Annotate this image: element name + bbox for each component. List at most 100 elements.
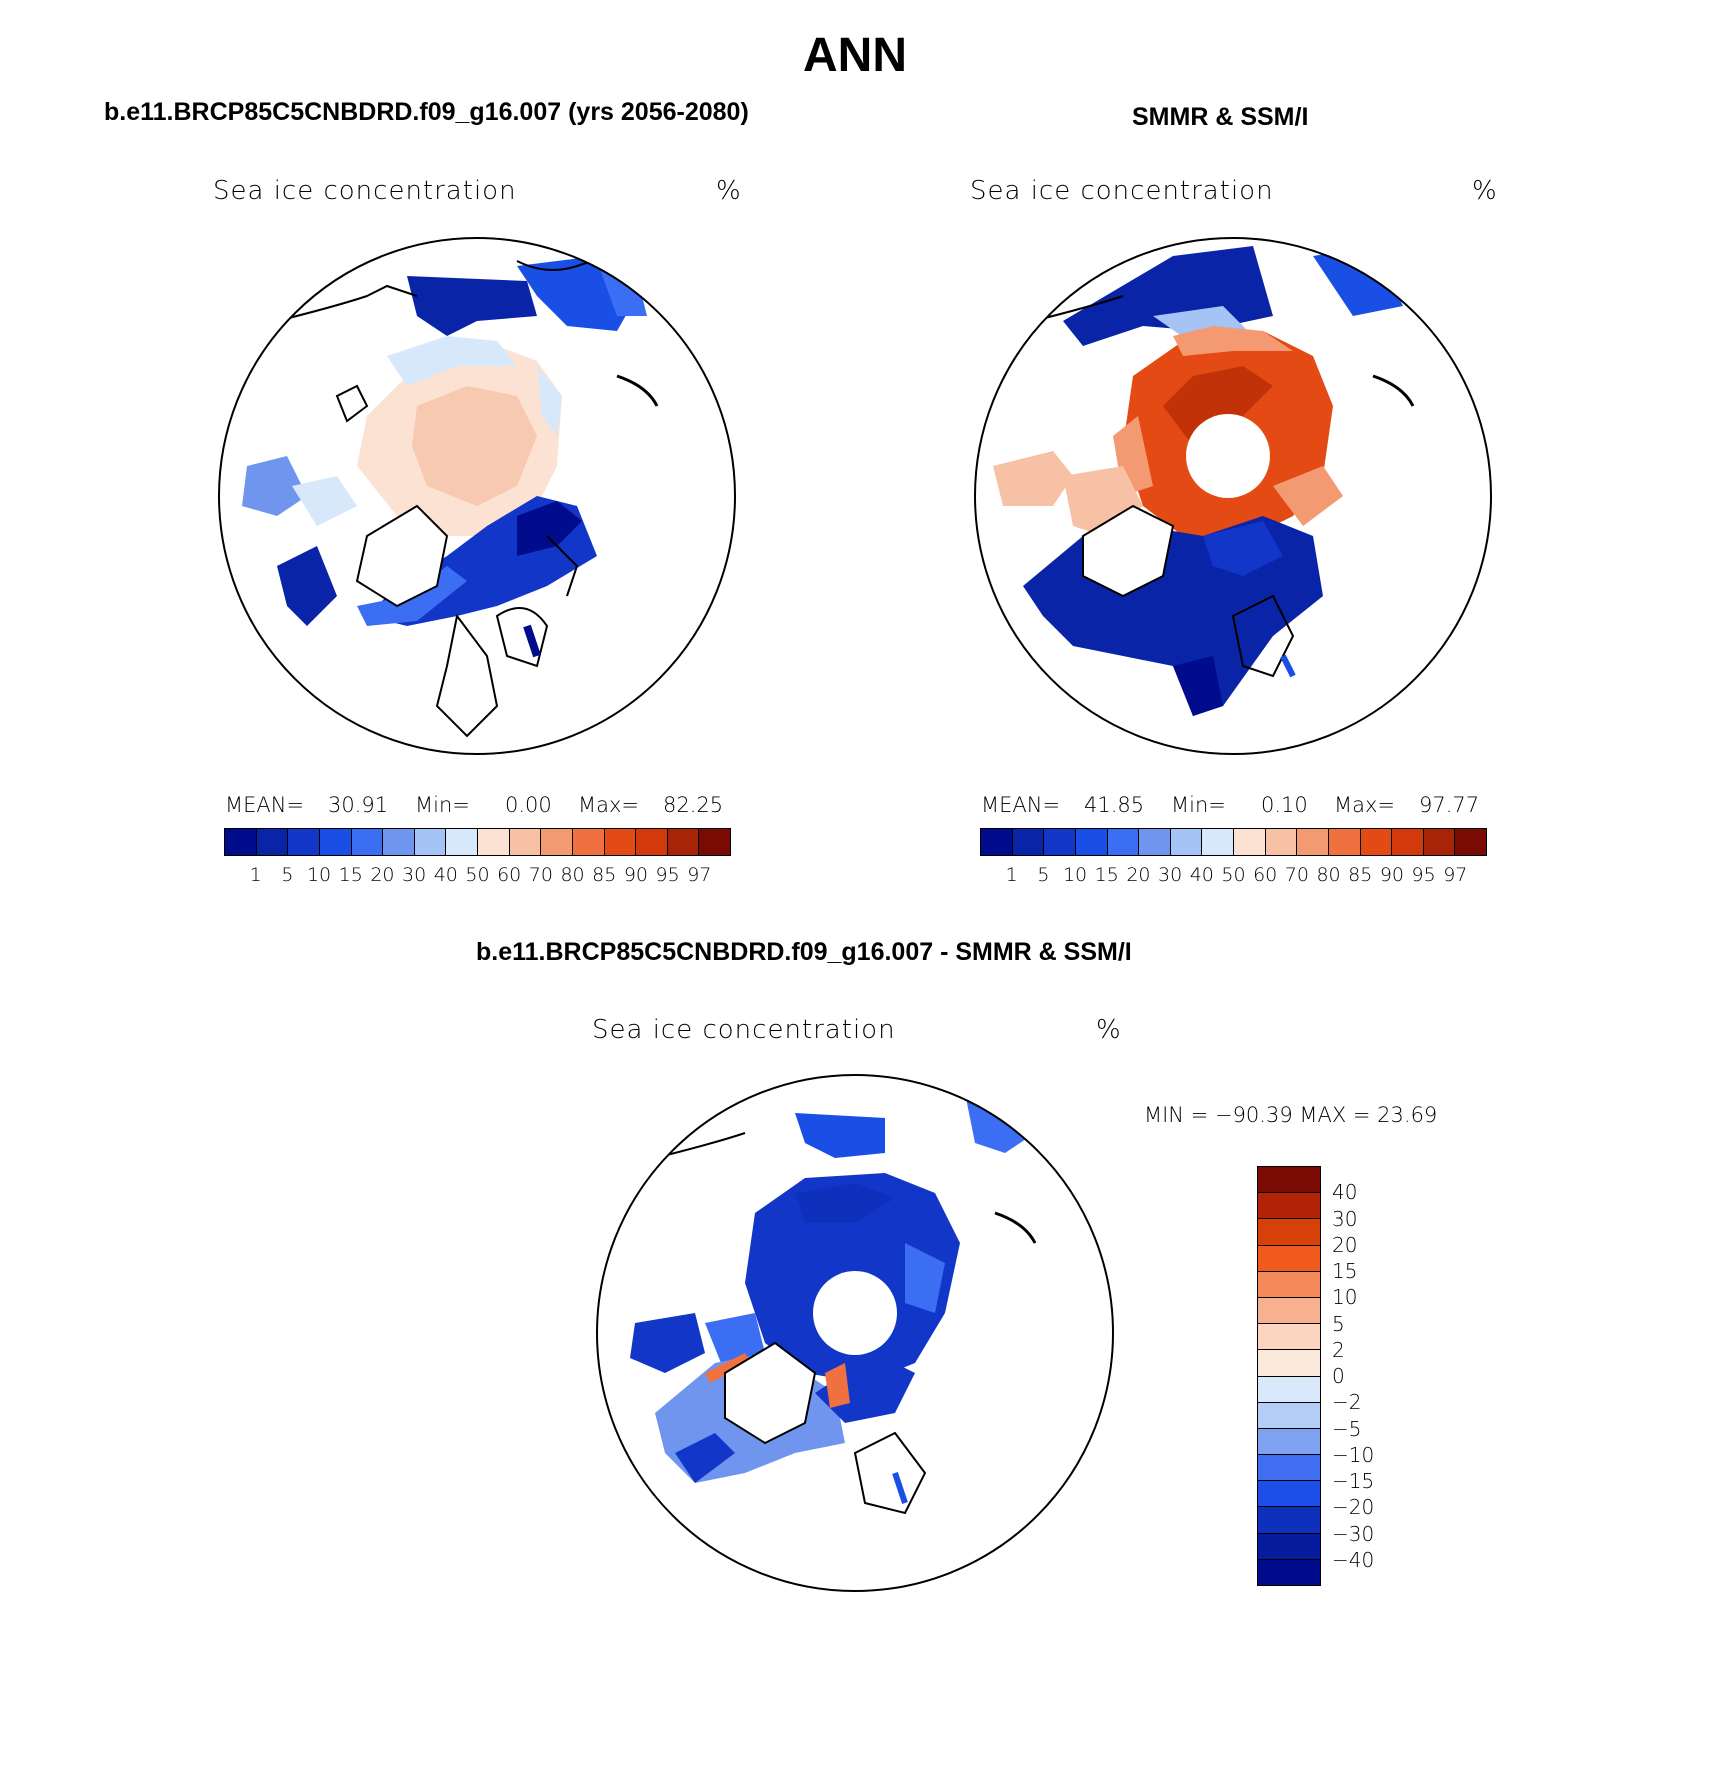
model-colorbar-swatch	[288, 829, 320, 855]
model-panel-title: b.e11.BRCP85C5CNBDRD.f09_g16.007 (yrs 20…	[104, 98, 749, 126]
diff-colorbar-tick: −10	[1332, 1442, 1375, 1467]
diff-red-streak	[705, 1353, 750, 1383]
obs-colorbar-swatch	[1360, 829, 1393, 855]
model-colorbar-swatch	[414, 829, 447, 855]
model-polar-map	[218, 237, 736, 755]
diff-colorbar-swatch	[1258, 1455, 1320, 1482]
obs-colorbar-swatch	[1392, 829, 1424, 855]
diff-colorbar-tick: −15	[1332, 1469, 1375, 1493]
diff-map-label: Sea ice concentration	[592, 1015, 896, 1045]
obs-min-label: Min=	[1171, 793, 1226, 817]
model-colorbar-tick: 80	[560, 864, 585, 886]
diff-colorbar-swatch	[1258, 1324, 1320, 1351]
diff-colorbar-tick: 0	[1332, 1364, 1345, 1388]
obs-colorbar-swatch	[1423, 829, 1456, 855]
diff-colorbar-tick: 40	[1332, 1180, 1358, 1205]
diff-colorbar-tick: 20	[1332, 1232, 1358, 1257]
obs-colorbar-tick: 97	[1443, 864, 1468, 886]
diff-colorbar-swatch	[1258, 1507, 1320, 1534]
model-colorbar-swatch	[478, 829, 510, 855]
obs-colorbar-swatch	[1170, 829, 1203, 855]
model-colorbar-swatch	[383, 829, 415, 855]
obs-colorbar-tick: 40	[1189, 864, 1214, 886]
diff-colorbar-swatch	[1258, 1245, 1320, 1272]
obs-map-label: Sea ice concentration	[970, 176, 1274, 206]
obs-panel-title: SMMR & SSM/I	[1132, 103, 1309, 131]
diff-colorbar-swatch	[1258, 1167, 1320, 1194]
diff-colorbar	[1257, 1166, 1321, 1586]
model-colorbar-swatch	[572, 829, 605, 855]
diff-colorbar-tick: 10	[1332, 1285, 1358, 1310]
model-mean-value: 30.91	[328, 793, 389, 817]
diff-colorbar-swatch	[1258, 1428, 1320, 1456]
model-min-value: 0.00	[505, 793, 552, 817]
model-min-label: Min=	[415, 793, 470, 817]
obs-colorbar-tick: 50	[1221, 864, 1246, 886]
model-colorbar-swatch	[319, 829, 352, 855]
model-colorbar-swatch	[699, 829, 730, 855]
diff-colorbar-tick: 30	[1332, 1206, 1358, 1231]
diff-colorbar-tick: −2	[1332, 1390, 1362, 1415]
diff-colorbar-swatch	[1258, 1219, 1320, 1246]
obs-pole-hole	[1186, 414, 1270, 498]
obs-colorbar-swatch	[1012, 829, 1045, 855]
model-colorbar-swatch	[509, 829, 542, 855]
obs-colorbar-swatch	[1075, 829, 1108, 855]
model-map-units: %	[716, 176, 742, 206]
model-colorbar-tick: 1	[249, 864, 262, 886]
diff-colorbar-swatch	[1258, 1402, 1320, 1429]
diff-colorbar-swatch	[1258, 1481, 1320, 1508]
obs-colorbar-swatch	[1455, 829, 1486, 855]
figure-title: ANN	[803, 29, 907, 82]
model-colorbar-tick: 30	[402, 864, 427, 886]
diff-colorbar-swatch	[1258, 1533, 1320, 1560]
model-colorbar-swatch	[636, 829, 668, 855]
model-colorbar-tick: 70	[528, 864, 553, 886]
obs-colorbar-tick: 80	[1316, 864, 1341, 886]
model-colorbar-tick: 95	[655, 864, 680, 886]
diff-colorbar-swatch	[1258, 1193, 1320, 1220]
model-colorbar-swatch	[225, 829, 257, 855]
diff-colorbar-swatch	[1258, 1376, 1320, 1403]
obs-colorbar-swatch	[1234, 829, 1266, 855]
model-colorbar-swatch	[541, 829, 573, 855]
model-mean-label: MEAN=	[225, 793, 305, 817]
obs-colorbar-swatch	[1202, 829, 1234, 855]
model-map-label: Sea ice concentration	[213, 176, 517, 206]
obs-colorbar-tick: 30	[1158, 864, 1183, 886]
obs-colorbar-tick: 15	[1094, 864, 1119, 886]
model-colorbar-tick: 90	[623, 864, 649, 886]
obs-mean-value: 41.85	[1084, 793, 1145, 817]
obs-colorbar-tick: 1	[1005, 864, 1018, 886]
obs-colorbar-swatch	[981, 829, 1013, 855]
model-colorbar-swatch	[446, 829, 478, 855]
diff-colorbar-swatch	[1258, 1350, 1320, 1377]
model-colorbar-tick: 50	[465, 864, 490, 886]
obs-colorbar-tick: 60	[1253, 864, 1278, 886]
obs-max-label: Max=	[1334, 793, 1396, 817]
obs-colorbar-tick: 70	[1284, 864, 1309, 886]
model-colorbar	[224, 828, 731, 856]
model-colorbar-tick: 97	[687, 864, 712, 886]
diff-colorbar-tick: −40	[1332, 1547, 1375, 1572]
diff-colorbar-tick: −5	[1332, 1416, 1362, 1441]
obs-polar-map	[974, 237, 1492, 755]
obs-colorbar-tick: 90	[1379, 864, 1405, 886]
model-max-label: Max=	[578, 793, 640, 817]
diff-colorbar-swatch	[1258, 1271, 1320, 1298]
obs-colorbar-tick: 5	[1037, 864, 1050, 886]
model-colorbar-tick: 40	[433, 864, 458, 886]
model-colorbar-swatch	[351, 829, 384, 855]
diff-minmax: MIN = −90.39 MAX = 23.69	[1144, 1103, 1438, 1127]
model-colorbar-swatch	[667, 829, 700, 855]
diff-map-units: %	[1096, 1015, 1122, 1045]
model-colorbar-swatch	[604, 829, 637, 855]
diff-polar-map	[596, 1074, 1114, 1592]
model-colorbar-swatch	[256, 829, 289, 855]
obs-min-value: 0.10	[1261, 793, 1308, 817]
obs-colorbar-tick: 10	[1062, 864, 1088, 886]
obs-colorbar-tick: 95	[1411, 864, 1436, 886]
diff-colorbar-tick: 15	[1332, 1259, 1358, 1283]
obs-map-units: %	[1472, 176, 1498, 206]
diff-colorbar-ticks: 40 30 20 15 10 5 2 0 −2 −5 −10 −15 −20 −30 −40	[1332, 1166, 1412, 1586]
